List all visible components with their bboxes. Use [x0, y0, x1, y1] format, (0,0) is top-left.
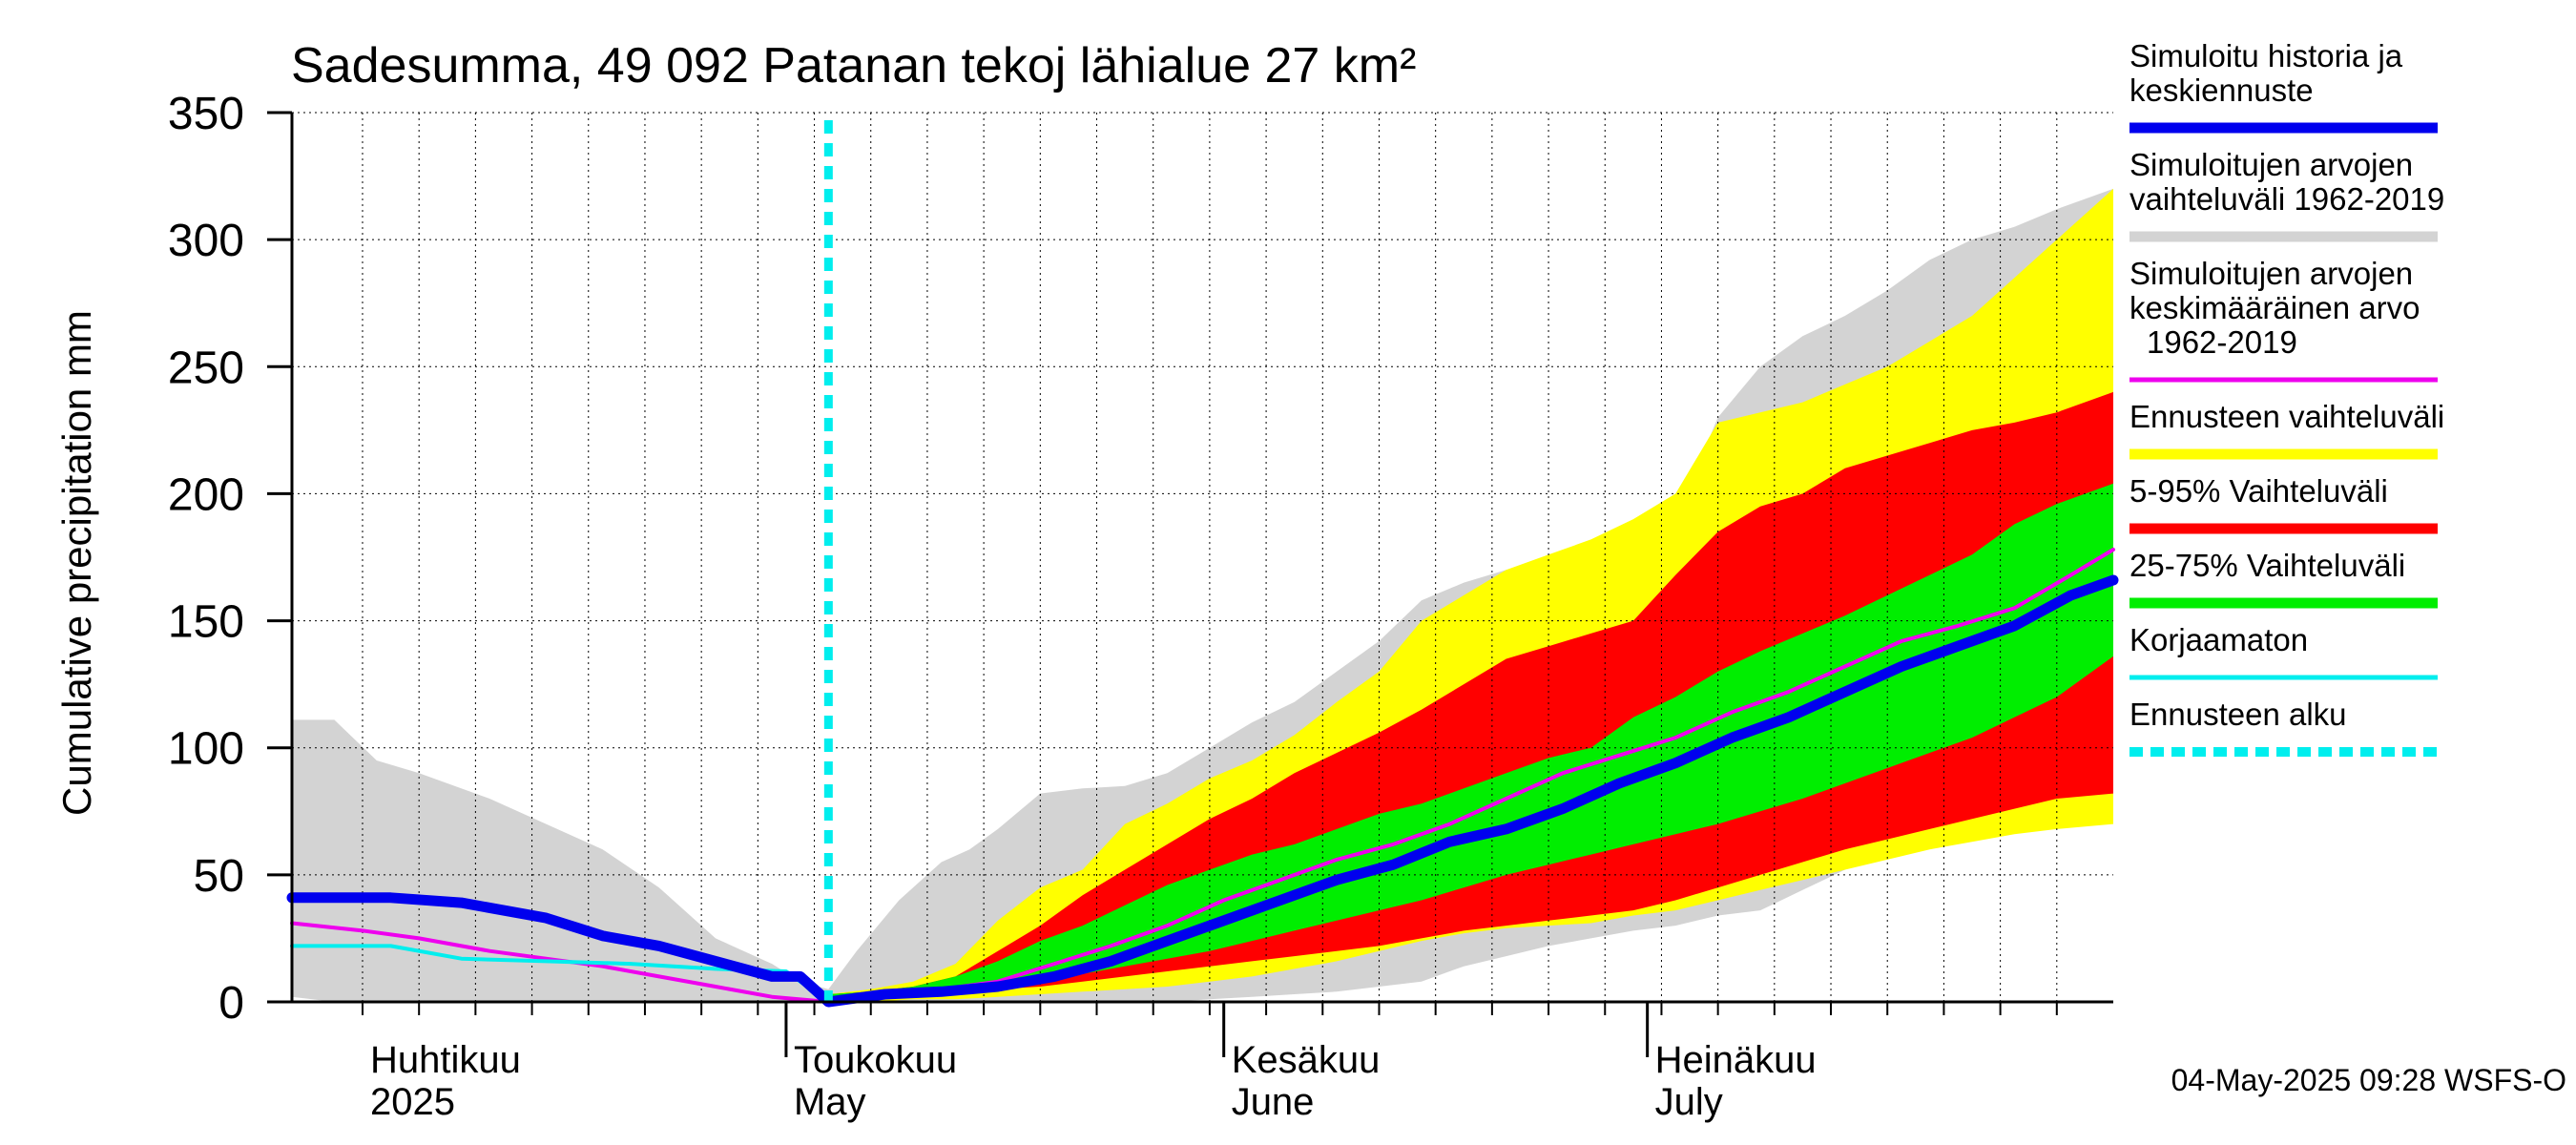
y-tick-label: 100: [168, 724, 244, 775]
band-layer: [292, 188, 2113, 1002]
legend: Simuloitu historia jakeskiennusteSimuloi…: [2129, 38, 2444, 757]
y-tick-label: 150: [168, 597, 244, 648]
month-label-en: July: [1655, 1081, 1723, 1123]
month-label-en: June: [1232, 1081, 1315, 1123]
series-line-layer: [286, 120, 2119, 1008]
y-tick-label: 300: [168, 216, 244, 266]
legend-label: 25-75% Vaihteluväli: [2129, 548, 2405, 583]
legend-label: 5-95% Vaihteluväli: [2129, 473, 2388, 509]
band-25-75-vaihteluv-li: [828, 483, 2113, 997]
series-line-korjaamaton: [290, 944, 831, 1004]
legend-label: Simuloitu historia ja: [2129, 38, 2403, 73]
legend-label: Simuloitujen arvojen: [2129, 147, 2413, 182]
legend-label: keskiennuste: [2129, 73, 2314, 108]
month-label-fi: Huhtikuu: [370, 1039, 521, 1081]
y-tick-label: 50: [194, 851, 244, 902]
legend-item-5-95-vaihteluv-li: 5-95% Vaihteluväli: [2129, 473, 2438, 534]
y-axis-label: Cumulative precipitation mm: [54, 310, 99, 816]
grid-layer: [292, 112, 2113, 1002]
y-tick-label: 0: [218, 978, 244, 1029]
band-5-95-vaihteluv-li: [828, 391, 2113, 997]
month-label-fi: Kesäkuu: [1232, 1039, 1381, 1081]
legend-item-ennusteen-vaihteluv-li: Ennusteen vaihteluväli: [2129, 399, 2444, 460]
legend-item-25-75-vaihteluv-li: 25-75% Vaihteluväli: [2129, 548, 2438, 609]
legend-item-korjaamaton: Korjaamaton: [2129, 622, 2438, 680]
legend-label: 1962-2019: [2147, 324, 2297, 360]
legend-label: Korjaamaton: [2129, 622, 2308, 657]
y-tick-label: 350: [168, 89, 244, 139]
month-label-en: May: [794, 1081, 866, 1123]
month-label-fi: Heinäkuu: [1655, 1039, 1817, 1081]
month-label-en: 2025: [370, 1081, 455, 1123]
chart-title: Sadesumma, 49 092 Patanan tekoj lähialue…: [291, 38, 1416, 94]
y-tick-label: 200: [168, 469, 244, 520]
timestamp: 04-May-2025 09:28 WSFS-O: [2171, 1063, 2566, 1097]
y-tick-label: 250: [168, 343, 244, 393]
series-line-simuloitu-historia-ja-keskiennuste: [286, 574, 2119, 1008]
legend-label: Simuloitujen arvojen: [2129, 256, 2413, 291]
month-label-fi: Toukokuu: [794, 1039, 957, 1081]
legend-item-ennusteen-alku: Ennusteen alku: [2129, 697, 2438, 757]
legend-label: Ennusteen vaihteluväli: [2129, 399, 2444, 434]
legend-label: Ennusteen alku: [2129, 697, 2347, 732]
legend-label: vaihteluväli 1962-2019: [2129, 181, 2444, 217]
series-line-simuloitujen-arvojen-keskim-r-inen-arvo-1962-2019: [290, 548, 2115, 1004]
legend-label: keskimääräinen arvo: [2129, 290, 2420, 325]
